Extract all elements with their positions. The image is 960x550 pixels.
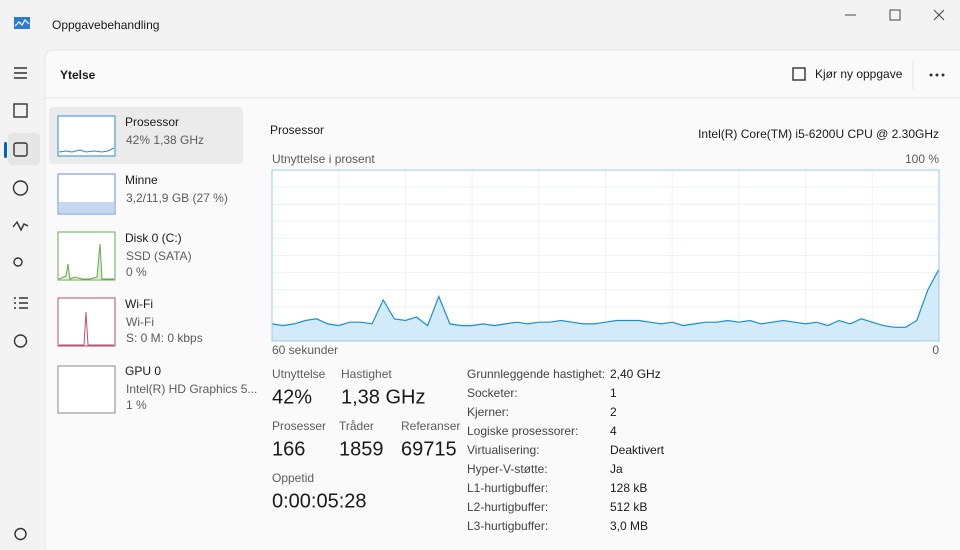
nav-menu[interactable] <box>14 67 27 79</box>
sidebar-name[interactable]: GPU 0 <box>125 364 161 378</box>
nav-services[interactable] <box>13 334 28 348</box>
nav-startup[interactable] <box>12 220 29 232</box>
thumb-cpu <box>57 115 116 157</box>
spec-value: 1 <box>610 386 617 400</box>
thumb-wifi-line <box>59 311 114 346</box>
run-task-label[interactable]: Kjør ny oppgave <box>815 67 903 81</box>
sidebar-name[interactable]: Prosessor <box>125 115 179 129</box>
spec-value: Ja <box>610 462 623 476</box>
graph-label: Utnyttelse i prosent <box>272 152 375 166</box>
thumb-disk-line <box>58 243 114 280</box>
stat-label: Utnyttelse <box>272 367 326 381</box>
spec-value: 512 kB <box>610 500 647 514</box>
spec-value: 2,40 GHz <box>610 367 661 381</box>
cpu-name: Intel(R) Core(TM) i5-6200U CPU @ 2.30GHz <box>698 127 939 141</box>
graph-time-label: 60 sekunder <box>272 343 338 357</box>
stat-label: Tråder <box>339 419 374 433</box>
sidebar-detail: S: 0 M: 0 kbps <box>126 331 203 345</box>
nav-history[interactable] <box>12 180 29 196</box>
stat-value: 1859 <box>339 438 384 460</box>
graph-max-label: 100 % <box>905 152 939 166</box>
window-title: Oppgavebehandling <box>52 18 159 32</box>
sidebar-name[interactable]: Wi-Fi <box>125 297 153 311</box>
stat-label: Hastighet <box>341 367 392 381</box>
spec-value: Deaktivert <box>610 443 665 457</box>
spec-value: 128 kB <box>610 481 647 495</box>
spec-table: Grunnleggende hastighet: 2,40 GHz Socketer… <box>467 367 665 533</box>
nav-processes[interactable] <box>13 103 28 118</box>
sidebar-detail: 42% 1,38 GHz <box>126 133 204 147</box>
nav-selected-indicator <box>4 142 7 158</box>
sidebar-detail: Intel(R) HD Graphics 5... <box>126 382 257 396</box>
nav-selected-bg <box>8 133 40 165</box>
stat-label: Oppetid <box>272 471 314 485</box>
stat-value: 0:00:05:28 <box>272 490 367 512</box>
spec-value: 4 <box>610 424 617 438</box>
main-title: Prosessor <box>270 123 324 137</box>
graph-end-label: 0 <box>932 343 939 357</box>
sidebar-detail: 1 % <box>126 398 147 412</box>
nav-rail <box>4 67 40 541</box>
spec-label: L3-hurtigbuffer: <box>467 519 548 533</box>
nav-settings[interactable] <box>14 527 27 541</box>
stat-value: 166 <box>272 438 305 460</box>
spec-label: Kjerner: <box>467 405 509 419</box>
sidebar-item[interactable]: Minne 3,2/11,9 GB (27 %) <box>57 173 228 215</box>
page-title: Ytelse <box>60 68 96 82</box>
cpu-usage-line <box>271 268 940 328</box>
sidebar-detail: Wi-Fi <box>126 315 154 329</box>
sidebar-item[interactable]: Prosessor 42% 1,38 GHz <box>57 115 204 157</box>
app-icon <box>14 17 30 29</box>
nav-performance[interactable] <box>13 142 28 157</box>
spec-label: Grunnleggende hastighet: <box>467 367 605 381</box>
stat-value: 1,38 GHz <box>341 386 425 408</box>
spec-value: 2 <box>610 405 617 419</box>
spec-label: Logiske prosessorer: <box>467 424 578 438</box>
cpu-graph <box>271 169 940 342</box>
cpu-usage-area <box>272 269 939 341</box>
sidebar-item[interactable]: GPU 0 Intel(R) HD Graphics 5... 1 % <box>57 364 257 414</box>
nav-details[interactable] <box>14 297 28 309</box>
spec-label: Socketer: <box>467 386 518 400</box>
thumb-cpu-line <box>58 147 115 153</box>
graph-frame <box>271 169 940 342</box>
sidebar-detail: SSD (SATA) <box>126 249 192 263</box>
sidebar-detail: 3,2/11,9 GB (27 %) <box>126 191 228 205</box>
nav-users[interactable] <box>13 257 23 267</box>
close-button[interactable] <box>933 9 945 21</box>
spec-label: Virtualisering: <box>467 443 539 457</box>
stat-value: 42% <box>272 386 312 408</box>
spec-value: 3,0 MB <box>610 519 648 533</box>
more-button[interactable] <box>929 73 945 77</box>
sidebar-item[interactable]: Disk 0 (C:) SSD (SATA) 0 % <box>57 231 192 281</box>
spec-label: L1-hurtigbuffer: <box>467 481 548 495</box>
sidebar-name[interactable]: Disk 0 (C:) <box>125 231 182 245</box>
spec-label: L2-hurtigbuffer: <box>467 500 548 514</box>
thumb-gpu <box>57 365 116 414</box>
sidebar-item[interactable]: Wi-Fi Wi-Fi S: 0 M: 0 kbps <box>57 297 203 347</box>
thumb-memory-fill <box>59 202 114 213</box>
stat-label: Prosesser <box>272 419 326 433</box>
run-task-button[interactable]: Kjør ny oppgave <box>792 67 903 81</box>
sidebar-detail: 0 % <box>126 265 147 279</box>
stat-label: Referanser <box>401 419 460 433</box>
maximize-button[interactable] <box>889 9 901 21</box>
sidebar-name[interactable]: Minne <box>125 173 158 187</box>
stat-value: 69715 <box>401 438 457 460</box>
spec-label: Hyper-V-støtte: <box>467 462 548 476</box>
